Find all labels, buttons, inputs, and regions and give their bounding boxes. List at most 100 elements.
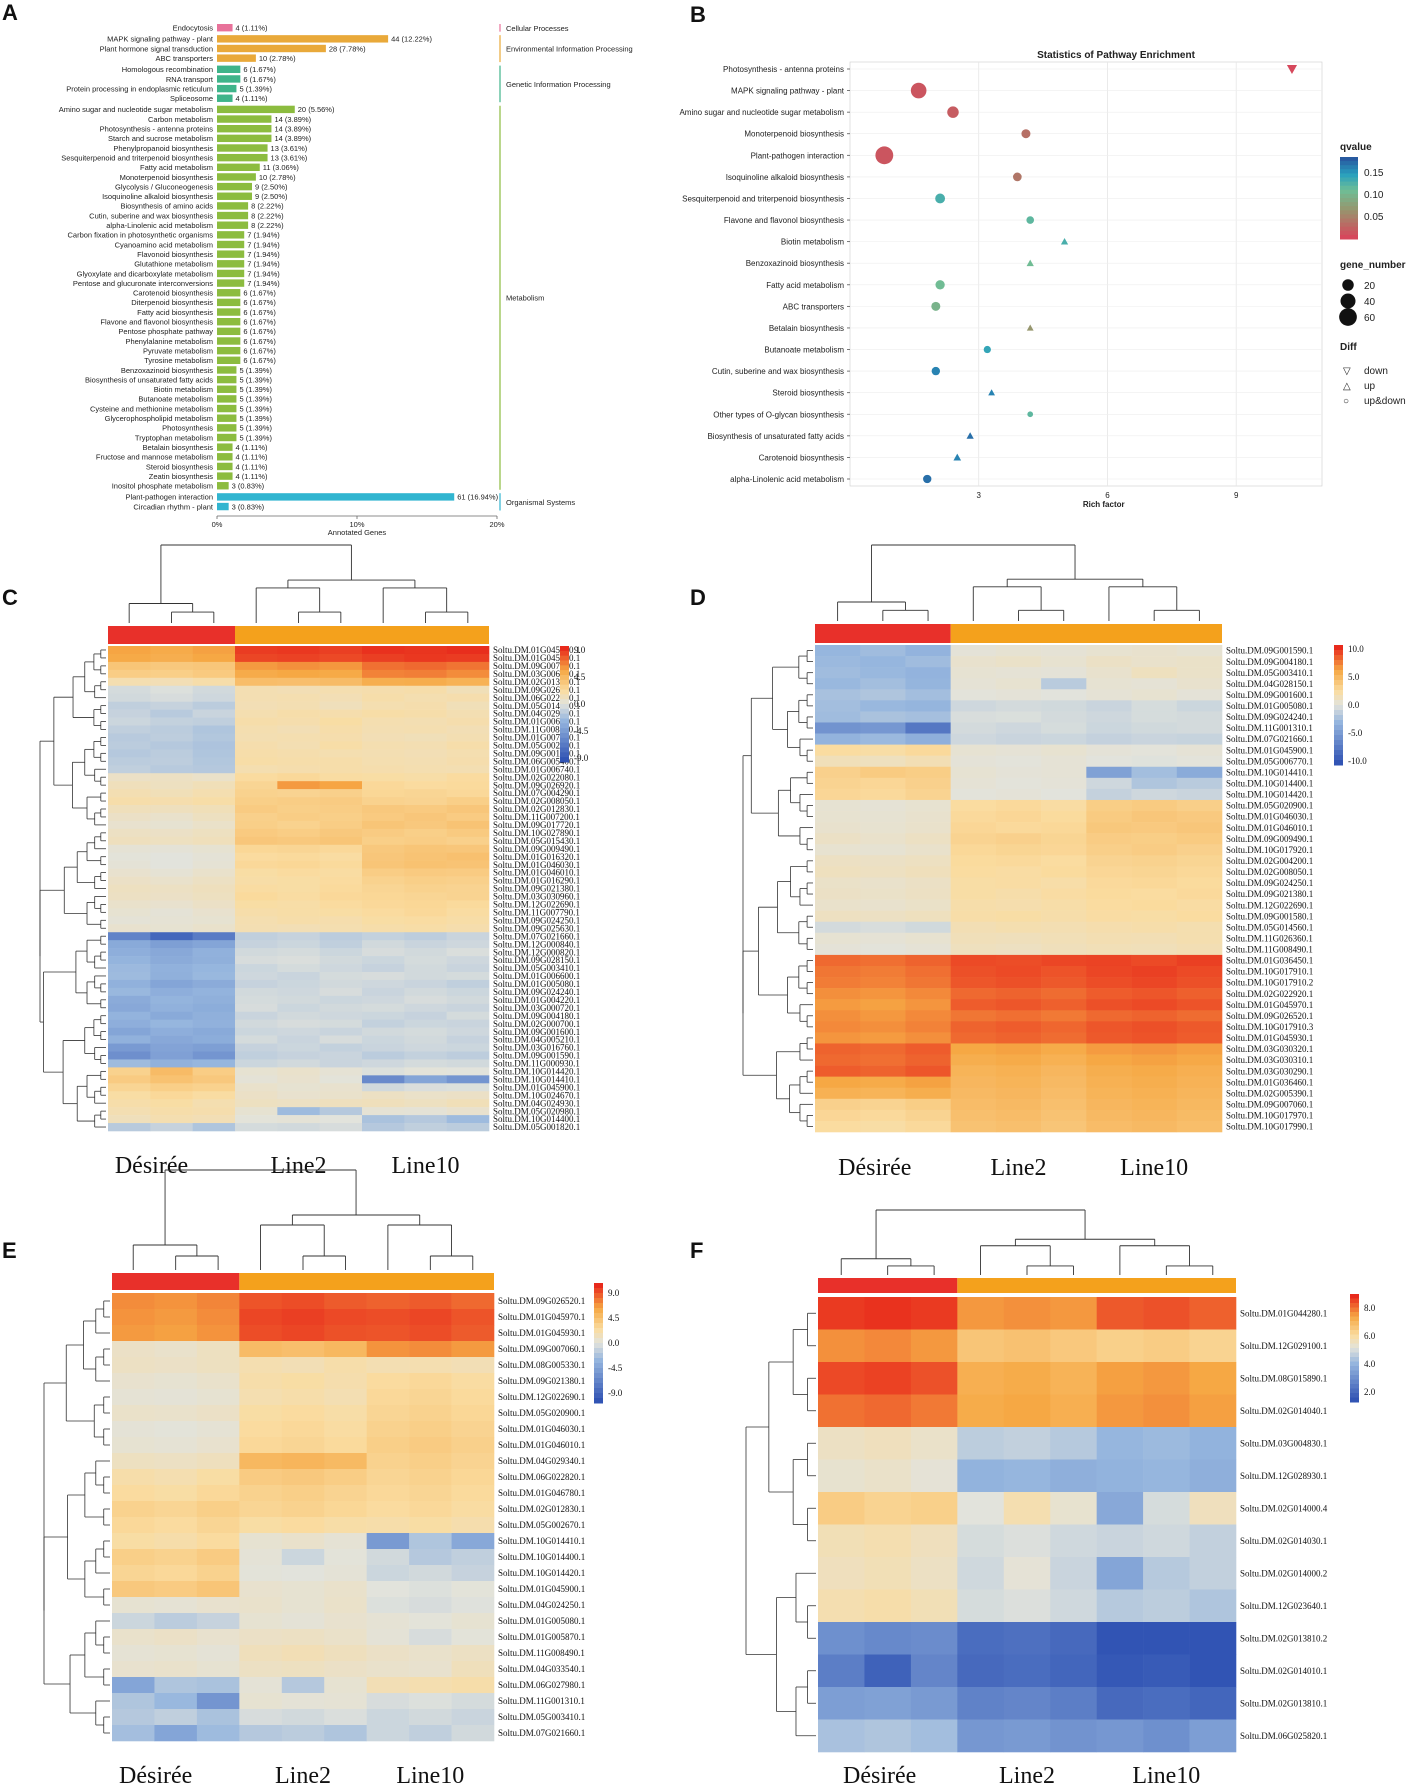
heatmap-cell [860,811,906,823]
heatmap-cell [154,1469,198,1486]
heatmap-cell [108,805,151,814]
gene-label: Soltu.DM.02G012830.1 [493,804,580,814]
heatmap-cell [1096,1297,1144,1330]
heatmap-cell [366,1565,410,1582]
heatmap-cell [235,749,278,758]
heatmap-cell [409,1581,452,1598]
pathway-label: Inositol phosphate metabolism [112,482,213,491]
heatmap-cell [1041,744,1087,756]
heatmap-cell [192,797,236,806]
pathway-label: Protein processing in endoplasmic reticu… [66,84,213,93]
gene-label: Soltu.DM.02G004200.1 [1226,856,1313,866]
heatmap-cell [1131,1054,1178,1066]
heatmap-cell [281,1341,325,1358]
heatmap-cell [1041,988,1087,1000]
heatmap-cell [319,789,363,798]
heatmap-cell [1050,1622,1097,1655]
heatmap-cell [860,1098,906,1111]
heatmap-cell [362,820,405,830]
heatmap-cell [409,1389,452,1406]
heatmap-cell [905,689,951,701]
bar-value-label: 6 (1.67%) [243,318,276,327]
gene-label: Soltu.DM.09G004180.1 [493,1011,580,1021]
heatmap-cell [319,709,363,718]
heatmap-cell [281,1325,325,1342]
heatmap-cell [277,781,320,790]
heatmap-cell [446,1027,490,1036]
heatmap-cell [905,866,951,878]
gene-label: Soltu.DM.09G001580.1 [1226,911,1313,921]
bar-value-label: 6 (1.67%) [243,289,276,298]
heatmap-cell [1041,877,1087,889]
gene-label: Soltu.DM.01G046030.1 [498,1424,585,1434]
heatmap-cell [319,725,363,734]
heatmap-cell [860,932,906,945]
heatmap-cell [362,900,405,909]
gene-label: Soltu.DM.04G028150.1 [1226,679,1313,689]
heatmap-cell [905,733,951,745]
heatmap-cell [1096,1329,1144,1363]
colorbar-step [594,1393,603,1399]
qvalue-gradient-step [1340,161,1358,166]
group-bar-desiree [112,1273,240,1290]
heatmap-cell [319,884,363,893]
gene-label: Soltu.DM.10G014420.1 [1226,790,1313,800]
heatmap-cell [362,733,405,742]
heatmap-cell [108,956,151,965]
heatmap-cell [324,1501,367,1518]
colorbar-step [560,704,569,710]
heatmap-cell [860,689,906,701]
pathway-label: Steroid biosynthesis [146,462,213,471]
heatmap-cell [905,711,951,723]
heatmap-cell [324,1693,367,1710]
heatmap-cell [277,971,320,981]
heatmap-cell [150,956,193,965]
heatmap-cell [150,1083,193,1092]
gene-label: Soltu.DM.03G030320.1 [1226,1044,1313,1054]
heatmap-cell [446,979,490,989]
heatmap-cell [950,822,997,834]
bar [217,125,272,133]
bar [217,346,241,355]
gene-label: Soltu.DM.10G014420.1 [498,1568,585,1578]
heatmap-cell [108,884,151,893]
heatmap-cell [196,1501,240,1518]
gene-label: Soltu.DM.09G026810.1 [493,685,580,695]
heatmap-cell [108,924,151,933]
data-point [947,106,959,118]
heatmap-cell [815,877,861,889]
bar [217,105,295,114]
heatmap-cell [196,1629,240,1646]
bar [217,502,229,511]
heatmap-cell [319,765,363,774]
group-bar-desiree [815,624,951,643]
heatmap-cell [1086,1076,1132,1089]
heatmap-cell [860,833,906,845]
heatmap-cell [950,954,997,967]
heatmap-cell [905,877,951,889]
heatmap-cell [281,1357,325,1374]
heatmap-cell [1086,799,1132,812]
heatmap-cell [1096,1394,1144,1428]
heatmap-cell [196,1309,240,1326]
bar-value-label: 4 (1.11%) [236,462,268,471]
gene-label: Soltu.DM.01G045970.1 [1226,1000,1313,1010]
heatmap-cell [446,892,490,901]
colorbar-step [594,1328,603,1334]
heatmap-cell [277,916,320,925]
heatmap-cell [108,693,151,702]
heatmap-cell [277,1075,320,1084]
heatmap-cell [196,1597,240,1614]
heatmap-cell [910,1427,958,1460]
heatmap-cell [154,1725,198,1742]
heatmap-cell [239,1693,283,1710]
heatmap-cell [235,908,278,917]
heatmap-cell [1041,799,1087,812]
heatmap-cell [112,1597,155,1614]
heatmap-cell [1189,1459,1237,1493]
heatmap-cell [277,749,320,758]
heatmap-cell [239,1325,283,1342]
heatmap-cell [281,1469,325,1486]
gene-label: Soltu.DM.01G044280.1 [1240,1309,1327,1319]
